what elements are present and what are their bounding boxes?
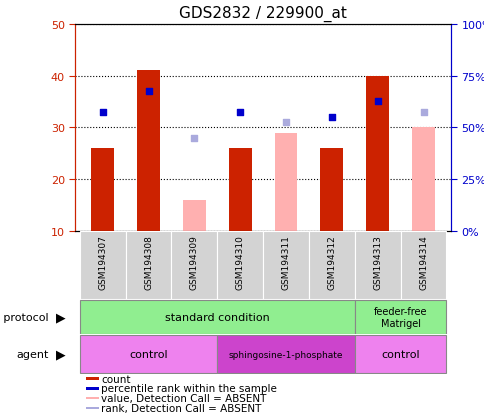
Text: standard condition: standard condition xyxy=(165,312,269,322)
Text: GSM194308: GSM194308 xyxy=(144,235,152,290)
Bar xyxy=(137,71,160,231)
Text: growth protocol: growth protocol xyxy=(0,312,48,322)
Bar xyxy=(86,407,99,409)
Text: control: control xyxy=(380,349,419,359)
Point xyxy=(327,114,335,121)
Text: ▶: ▶ xyxy=(56,311,65,323)
Text: agent: agent xyxy=(16,349,48,359)
Text: rank, Detection Call = ABSENT: rank, Detection Call = ABSENT xyxy=(101,403,261,413)
Bar xyxy=(320,149,343,231)
Bar xyxy=(217,231,262,299)
Bar xyxy=(125,231,171,299)
Text: GSM194314: GSM194314 xyxy=(418,235,427,289)
Bar xyxy=(86,377,99,380)
Text: feeder-free
Matrigel: feeder-free Matrigel xyxy=(373,306,426,328)
Text: control: control xyxy=(129,349,167,359)
Text: GSM194312: GSM194312 xyxy=(327,235,336,289)
Bar xyxy=(171,231,217,299)
Text: GSM194307: GSM194307 xyxy=(98,235,107,290)
Point xyxy=(144,89,152,95)
Bar xyxy=(365,76,388,231)
Title: GDS2832 / 229900_at: GDS2832 / 229900_at xyxy=(179,6,347,22)
Text: value, Detection Call = ABSENT: value, Detection Call = ABSENT xyxy=(101,393,266,403)
Text: count: count xyxy=(101,374,130,384)
Bar xyxy=(262,231,308,299)
Point xyxy=(282,120,289,126)
Bar xyxy=(354,300,446,334)
Bar xyxy=(308,231,354,299)
Bar xyxy=(91,149,114,231)
Bar xyxy=(182,200,205,231)
Text: sphingosine-1-phosphate: sphingosine-1-phosphate xyxy=(228,350,343,358)
Text: GSM194310: GSM194310 xyxy=(235,235,244,290)
Bar xyxy=(400,231,446,299)
Point xyxy=(419,109,426,116)
Text: percentile rank within the sample: percentile rank within the sample xyxy=(101,384,276,394)
Bar xyxy=(354,231,400,299)
Bar xyxy=(411,128,434,231)
Bar xyxy=(79,335,217,373)
Point xyxy=(373,99,381,105)
Point xyxy=(236,109,243,116)
Text: GSM194311: GSM194311 xyxy=(281,235,290,290)
Bar xyxy=(86,387,99,389)
Point xyxy=(99,109,106,116)
Bar xyxy=(354,335,446,373)
Bar xyxy=(86,397,99,399)
Text: ▶: ▶ xyxy=(56,348,65,361)
Text: GSM194313: GSM194313 xyxy=(373,235,381,290)
Bar xyxy=(228,149,251,231)
Bar xyxy=(79,231,125,299)
Point xyxy=(190,135,198,142)
Bar xyxy=(79,300,354,334)
Bar xyxy=(274,133,297,231)
Bar xyxy=(217,335,354,373)
Text: GSM194309: GSM194309 xyxy=(189,235,198,290)
